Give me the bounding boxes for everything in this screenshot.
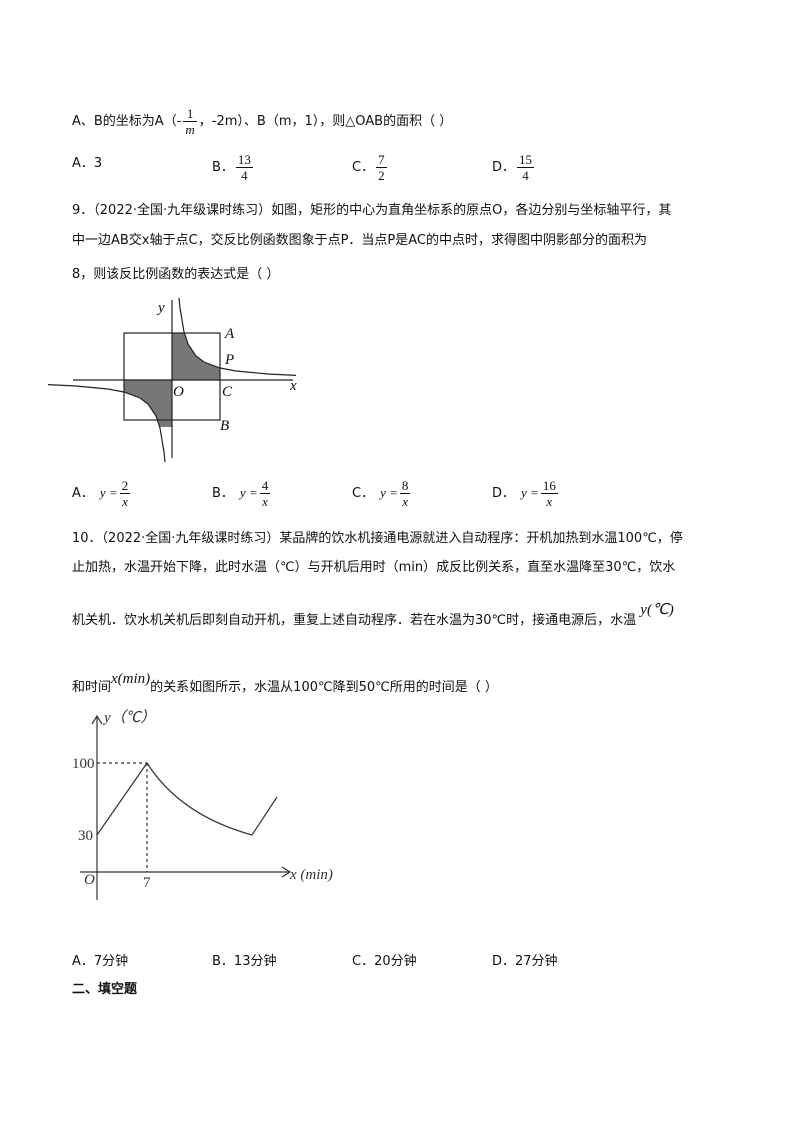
arrow xyxy=(91,714,103,725)
denominator: x xyxy=(119,493,131,509)
option: A． y = 2 x xyxy=(72,478,132,509)
numerator: 7 xyxy=(378,152,385,167)
option: B． 13 4 xyxy=(212,152,255,183)
label: B xyxy=(220,418,229,434)
option-label: A． xyxy=(72,954,94,969)
denominator: x xyxy=(259,493,271,509)
option-label: D． xyxy=(492,954,516,969)
curve xyxy=(178,297,297,376)
q9-line: 8，则该反比例函数的表达式是（ ） xyxy=(72,267,280,282)
option: B．13分钟 xyxy=(212,950,276,969)
q9-line: 9．（2022·全国·九年级课时练习）如图，矩形的中心为直角坐标系的原点O，各边… xyxy=(72,203,672,218)
math: x(min) xyxy=(111,671,151,687)
q10-line: 10．（2022·全国·九年级课时练习）某品牌的饮水机接通电源就进入自动程序：开… xyxy=(72,531,683,546)
option-label: D． xyxy=(492,160,516,175)
option-label: A． xyxy=(72,486,94,501)
label: 7 xyxy=(143,875,151,891)
label: y（℃） xyxy=(102,709,156,726)
label: C xyxy=(222,384,233,400)
text: 和时间 xyxy=(72,680,112,695)
option-text: 3 xyxy=(93,156,103,171)
option: D．27分钟 xyxy=(492,950,558,969)
text: 机关机．饮水机关机后即刻自动开机，重复上述自动程序．若在水温为30℃时，接通电源… xyxy=(72,613,637,628)
option: D． y = 16 x xyxy=(492,478,560,509)
curve xyxy=(47,384,166,463)
option-label: B． xyxy=(212,160,234,175)
option-label: A． xyxy=(72,156,94,171)
option: C．20分钟 xyxy=(352,950,417,969)
denominator: x xyxy=(540,493,558,509)
label: 30 xyxy=(78,828,93,844)
q10-line: 机关机．饮水机关机后即刻自动开机，重复上述自动程序．若在水温为30℃时，接通电源… xyxy=(72,602,674,630)
q10-line: 和时间x(min)的关系如图所示，水温从100℃降到50℃所用的时间是（ ） xyxy=(72,671,498,697)
cooling-curve xyxy=(146,762,253,836)
denominator: 4 xyxy=(517,167,535,183)
option-text: 13分钟 xyxy=(233,954,277,969)
heating-line xyxy=(251,796,278,836)
fraction: 15 4 xyxy=(517,152,535,183)
label: O xyxy=(84,872,95,888)
numerator: 8 xyxy=(401,478,409,493)
arrow xyxy=(281,866,292,878)
label: O xyxy=(173,384,184,400)
math: y(℃) xyxy=(640,602,674,618)
section-title: 二、填空题 xyxy=(72,982,138,997)
option-label: C． xyxy=(352,954,375,969)
option: C． 7 2 xyxy=(352,152,389,183)
option-label: B． xyxy=(212,954,234,969)
option-label: B． xyxy=(212,486,234,501)
option: D． 15 4 xyxy=(492,152,536,183)
denominator: 4 xyxy=(235,167,253,183)
numerator: 13 xyxy=(237,152,251,167)
label: x xyxy=(289,378,297,394)
option-lhs: y = xyxy=(380,485,398,500)
figure-9: y A P O C x B xyxy=(47,297,297,463)
denominator: m xyxy=(183,121,197,137)
figure-10: y（℃） 100 30 O 7 x (min) xyxy=(72,709,333,900)
numerator: 1 xyxy=(186,106,194,121)
option: C． y = 8 x xyxy=(352,478,412,509)
q8-line: A、B的坐标为A（- 1 m ，-2m）、B（m，1），则△OAB的面积（ ） xyxy=(72,106,452,137)
text: 的关系如图所示，水温从100℃降到50℃所用的时间是（ ） xyxy=(150,680,498,695)
option-lhs: y = xyxy=(521,485,539,500)
denominator: x xyxy=(399,493,411,509)
fraction: 16 x xyxy=(540,478,558,509)
q9-line: 中一边AB交x轴于点C，交反比例函数图象于点P．当点P是AC的中点时，求得图中阴… xyxy=(72,233,648,248)
option-lhs: y = xyxy=(99,485,118,500)
option: A．3 xyxy=(72,152,102,171)
denominator: 2 xyxy=(376,167,387,183)
option-text: 20分钟 xyxy=(374,954,417,969)
numerator: 15 xyxy=(519,152,533,167)
label: P xyxy=(224,352,234,368)
option-label: D． xyxy=(492,486,516,501)
label: x (min) xyxy=(289,867,333,883)
heating-line xyxy=(96,762,148,836)
option-lhs: y = xyxy=(239,485,258,500)
option: B． y = 4 x xyxy=(212,478,272,509)
option-label: C． xyxy=(352,160,375,175)
label: A xyxy=(224,326,235,342)
numerator: 2 xyxy=(121,478,129,493)
option: A．7分钟 xyxy=(72,950,128,969)
text: A、B的坐标为A（- xyxy=(72,114,182,129)
q10-line: 止加热，水温开始下降，此时水温（℃）与开机后用时（min）成反比例关系，直至水温… xyxy=(72,560,676,575)
numerator: 16 xyxy=(542,478,556,493)
label: 100 xyxy=(72,756,95,772)
option-text: 7分钟 xyxy=(93,954,129,969)
numerator: 4 xyxy=(261,478,269,493)
option-label: C． xyxy=(352,486,375,501)
label: y xyxy=(156,300,165,316)
text: ，-2m）、B（m，1），则△OAB的面积（ ） xyxy=(198,114,453,129)
option-text: 27分钟 xyxy=(515,954,558,969)
fraction: 13 4 xyxy=(235,152,253,183)
